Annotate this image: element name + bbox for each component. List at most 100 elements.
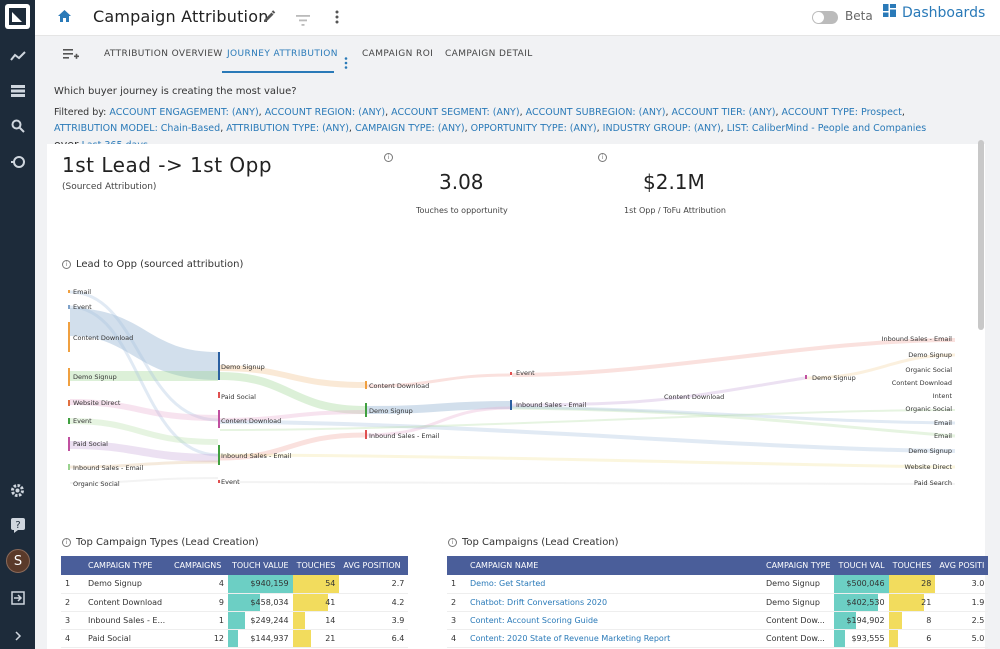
- sankey-node-label: Event: [221, 478, 240, 486]
- info-icon[interactable]: i: [384, 153, 393, 162]
- table-row[interactable]: 1 Demo Signup 4 $940,159 54 2.7: [61, 575, 409, 594]
- tab-campaign-roi[interactable]: CAMPAIGN ROI: [362, 49, 434, 59]
- touch-value-cell: $144,937: [228, 629, 293, 648]
- journey-icon[interactable]: [8, 152, 27, 171]
- row-number: 2: [61, 593, 84, 612]
- add-list-icon[interactable]: [63, 46, 79, 65]
- logout-icon[interactable]: [8, 588, 27, 607]
- avatar[interactable]: S: [6, 549, 30, 573]
- touches-value: 3.08: [439, 170, 484, 194]
- cell-bar: [834, 629, 845, 646]
- column-header[interactable]: CAMPAIGN TYPE: [84, 556, 170, 575]
- touches-cell: 21: [888, 593, 936, 612]
- sankey-node-label: Organic Social: [905, 405, 952, 413]
- tab-attribution-overview[interactable]: ATTRIBUTION OVERVIEW: [104, 49, 223, 59]
- cell-bar: [228, 611, 246, 628]
- campaign-type-cell: Content Download: [84, 593, 170, 612]
- campaign-name-link[interactable]: Content: 2020 State of Revenue Marketing…: [466, 629, 762, 648]
- beta-toggle[interactable]: [812, 11, 838, 24]
- filter-list[interactable]: LIST: CaliberMind - People and Companies: [726, 123, 927, 134]
- table-row[interactable]: 1 Demo: Get Started Demo Signup $500,046 28 3…: [447, 575, 989, 594]
- filter-opportunity-type[interactable]: OPPORTUNITY TYPE: (ANY): [470, 123, 597, 134]
- column-header[interactable]: CAMPAIGNS: [170, 556, 228, 575]
- avg-position-cell: 2.5: [935, 611, 989, 630]
- sankey-node-label: Content Download: [221, 417, 282, 425]
- filter-account-tier[interactable]: ACCOUNT TIER: (ANY): [671, 107, 776, 118]
- table-row[interactable]: 2 Content Download 9 $458,034 41 4.2: [61, 593, 409, 612]
- column-header[interactable]: CAMPAIGN TYPE: [762, 556, 835, 575]
- sankey-node-label: Email: [933, 419, 952, 427]
- search-icon[interactable]: [8, 116, 27, 135]
- filter-attribution-model[interactable]: ATTRIBUTION MODEL: Chain-Based: [54, 123, 221, 134]
- tab-campaign-detail[interactable]: CAMPAIGN DETAIL: [445, 49, 533, 59]
- journey-stage-subtitle: (Sourced Attribution): [62, 182, 157, 192]
- avg-position-cell: 5.0: [935, 629, 989, 648]
- filter-account-subregion[interactable]: ACCOUNT SUBREGION: (ANY): [525, 107, 666, 118]
- column-header[interactable]: AVG POSITI: [935, 556, 989, 575]
- column-header[interactable]: [447, 556, 466, 575]
- column-header[interactable]: TOUCH VAL: [834, 556, 889, 575]
- filter-account-region[interactable]: ACCOUNT REGION: (ANY): [264, 107, 386, 118]
- filter-industry-group[interactable]: INDUSTRY GROUP: (ANY): [602, 123, 721, 134]
- column-header[interactable]: TOUCHES: [888, 556, 936, 575]
- dashboards-link[interactable]: Dashboards: [883, 4, 985, 21]
- column-header[interactable]: CAMPAIGN NAME: [466, 556, 762, 575]
- campaign-type-cell: Content Dow...: [762, 629, 835, 648]
- trend-icon[interactable]: [8, 46, 27, 65]
- filter-attribution-type[interactable]: ATTRIBUTION TYPE: (ANY): [226, 123, 349, 134]
- tab-more-icon[interactable]: [344, 54, 348, 73]
- home-icon[interactable]: [57, 9, 72, 28]
- gear-icon[interactable]: [8, 481, 27, 500]
- sankey-node-label: Demo Signup: [221, 363, 265, 371]
- active-tab-indicator: [222, 71, 334, 73]
- filter-account-type[interactable]: ACCOUNT TYPE: Prospect: [781, 107, 902, 118]
- column-header[interactable]: TOUCH VALUE: [228, 556, 293, 575]
- tab-journey-attribution[interactable]: JOURNEY ATTRIBUTION: [227, 49, 338, 59]
- avg-position-cell: 2.7: [339, 575, 409, 594]
- campaign-name-link[interactable]: Content: Account Scoring Guide: [466, 611, 762, 630]
- sankey-node-label: Demo Signup: [73, 373, 117, 381]
- page-title: Campaign Attribution: [93, 7, 269, 26]
- row-number: 4: [61, 629, 84, 648]
- table-header-row: CAMPAIGN NAME CAMPAIGN TYPE TOUCH VAL TO…: [447, 556, 989, 575]
- cell-bar: [292, 593, 329, 610]
- table-header-row: CAMPAIGN TYPE CAMPAIGNS TOUCH VALUE TOUC…: [61, 556, 409, 575]
- column-header[interactable]: AVG POSITION: [339, 556, 409, 575]
- campaign-name-link[interactable]: Demo: Get Started: [466, 575, 762, 594]
- sankey-node-label: Inbound Sales - Email: [516, 401, 587, 409]
- table-row[interactable]: 3 Content: Account Scoring Guide Content D…: [447, 611, 989, 630]
- more-vertical-icon[interactable]: [335, 9, 339, 28]
- campaign-name-link[interactable]: Chatbot: Drift Conversations 2020: [466, 593, 762, 612]
- touches-cell: 6: [888, 629, 936, 648]
- cell-bar: [888, 629, 899, 646]
- table-row[interactable]: 2 Chatbot: Drift Conversations 2020 Demo S…: [447, 593, 989, 612]
- column-header[interactable]: TOUCHES: [292, 556, 340, 575]
- app-logo[interactable]: [5, 4, 30, 29]
- row-number: 3: [61, 611, 84, 630]
- cell-bar: [834, 575, 889, 592]
- table-row[interactable]: 3 Inbound Sales - E... 1 $249,244 14 3.9: [61, 611, 409, 630]
- info-icon[interactable]: i: [598, 153, 607, 162]
- info-icon[interactable]: i: [62, 260, 71, 269]
- help-icon[interactable]: ?: [8, 516, 27, 535]
- campaigns-count-cell: 12: [170, 629, 228, 648]
- filter-account-segment[interactable]: ACCOUNT SEGMENT: (ANY): [391, 107, 520, 118]
- filter-account-engagement[interactable]: ACCOUNT ENGAGEMENT: (ANY): [109, 107, 259, 118]
- info-icon[interactable]: i: [62, 538, 71, 547]
- filter-icon[interactable]: [296, 11, 310, 30]
- edit-pencil-icon[interactable]: [262, 9, 276, 28]
- sankey-node-label: Paid Social: [221, 393, 256, 401]
- table-row[interactable]: 4 Content: 2020 State of Revenue Marketin…: [447, 629, 989, 648]
- sankey-chart: [68, 290, 956, 486]
- filter-campaign-type[interactable]: CAMPAIGN TYPE: (ANY): [354, 123, 465, 134]
- touches-cell: 54: [292, 575, 340, 594]
- list-icon[interactable]: [8, 81, 27, 100]
- info-icon[interactable]: i: [448, 538, 457, 547]
- campaign-type-cell: Content Dow...: [762, 611, 835, 630]
- row-number: 1: [61, 575, 84, 594]
- page-scrollbar[interactable]: [978, 140, 984, 330]
- table-row[interactable]: 4 Paid Social 12 $144,937 21 6.4: [61, 629, 409, 648]
- expand-sidebar-icon[interactable]: [8, 626, 27, 645]
- column-header[interactable]: [61, 556, 84, 575]
- campaign-type-cell: Inbound Sales - E...: [84, 611, 170, 630]
